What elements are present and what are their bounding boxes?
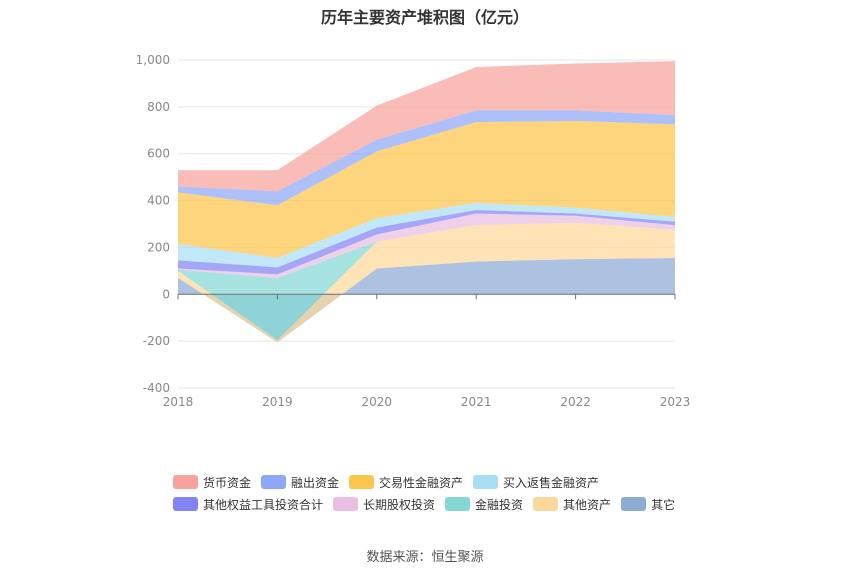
- legend-label: 长期股权投资: [363, 497, 436, 512]
- y-tick-label: 0: [162, 287, 170, 301]
- legend-item[interactable]: 其它: [621, 496, 675, 513]
- x-tick-label: 2020: [362, 395, 393, 409]
- legend-label: 其他权益工具投资合计: [203, 497, 324, 512]
- legend-label: 融出资金: [291, 475, 340, 490]
- y-tick-label: -400: [143, 381, 170, 395]
- area-series: [178, 110, 675, 206]
- legend-item[interactable]: 其他权益工具投资合计: [173, 496, 323, 513]
- y-tick-label: 1,000: [136, 53, 170, 67]
- legend-row: 货币资金 融出资金 交易性金融资产 买入返售金融资产: [173, 471, 713, 493]
- legend-item[interactable]: 交易性金融资产: [349, 474, 463, 491]
- x-tick-label: 2018: [163, 395, 194, 409]
- legend-swatch: [533, 497, 559, 511]
- legend-swatch: [473, 475, 499, 489]
- legend-item[interactable]: 买入返售金融资产: [473, 474, 599, 491]
- legend-swatch: [173, 475, 198, 489]
- legend-item[interactable]: 其他资产: [533, 496, 611, 513]
- y-tick-label: 800: [147, 100, 170, 114]
- legend-item[interactable]: 金融投资: [445, 496, 523, 513]
- area-series: [178, 61, 675, 192]
- y-tick-label: 600: [147, 147, 170, 161]
- x-tick-label: 2021: [461, 395, 492, 409]
- legend-swatch: [333, 497, 359, 511]
- y-tick-label: 400: [147, 194, 170, 208]
- legend-item[interactable]: 融出资金: [261, 474, 339, 491]
- legend-label: 货币资金: [203, 475, 252, 490]
- x-tick-label: 2023: [660, 395, 691, 409]
- legend-swatch: [261, 475, 287, 489]
- chart-title: 历年主要资产堆积图（亿元）: [320, 8, 529, 27]
- x-tick-label: 2022: [560, 395, 591, 409]
- source-note: 数据来源：恒生聚源: [366, 550, 484, 565]
- legend-label: 交易性金融资产: [379, 475, 464, 490]
- legend-swatch: [445, 497, 471, 511]
- area-series: [178, 209, 675, 275]
- legend-swatch: [173, 497, 198, 511]
- legend-swatch: [621, 497, 647, 511]
- x-tick-label: 2019: [262, 395, 293, 409]
- area-series: [178, 222, 675, 340]
- legend-item[interactable]: 长期股权投资: [333, 496, 435, 513]
- legend-label: 金融投资: [475, 497, 524, 512]
- legend-swatch: [349, 475, 375, 489]
- legend-label: 其他资产: [563, 497, 612, 512]
- area-series: [178, 222, 675, 343]
- legend: 货币资金 融出资金 交易性金融资产 买入返售金融资产其他权益工具投资合计 长期股权投资 金…: [173, 471, 713, 515]
- area-series: [178, 213, 675, 278]
- area-series: [178, 120, 675, 258]
- area-series: [178, 202, 675, 268]
- y-tick-label: -200: [143, 334, 170, 348]
- legend-row: 其他权益工具投资合计 长期股权投资 金融投资 其他资产 其它: [173, 493, 713, 515]
- y-tick-label: 200: [147, 240, 170, 254]
- legend-label: 买入返售金融资产: [503, 475, 600, 490]
- legend-item[interactable]: 货币资金: [173, 474, 251, 491]
- legend-label: 其它: [651, 497, 676, 512]
